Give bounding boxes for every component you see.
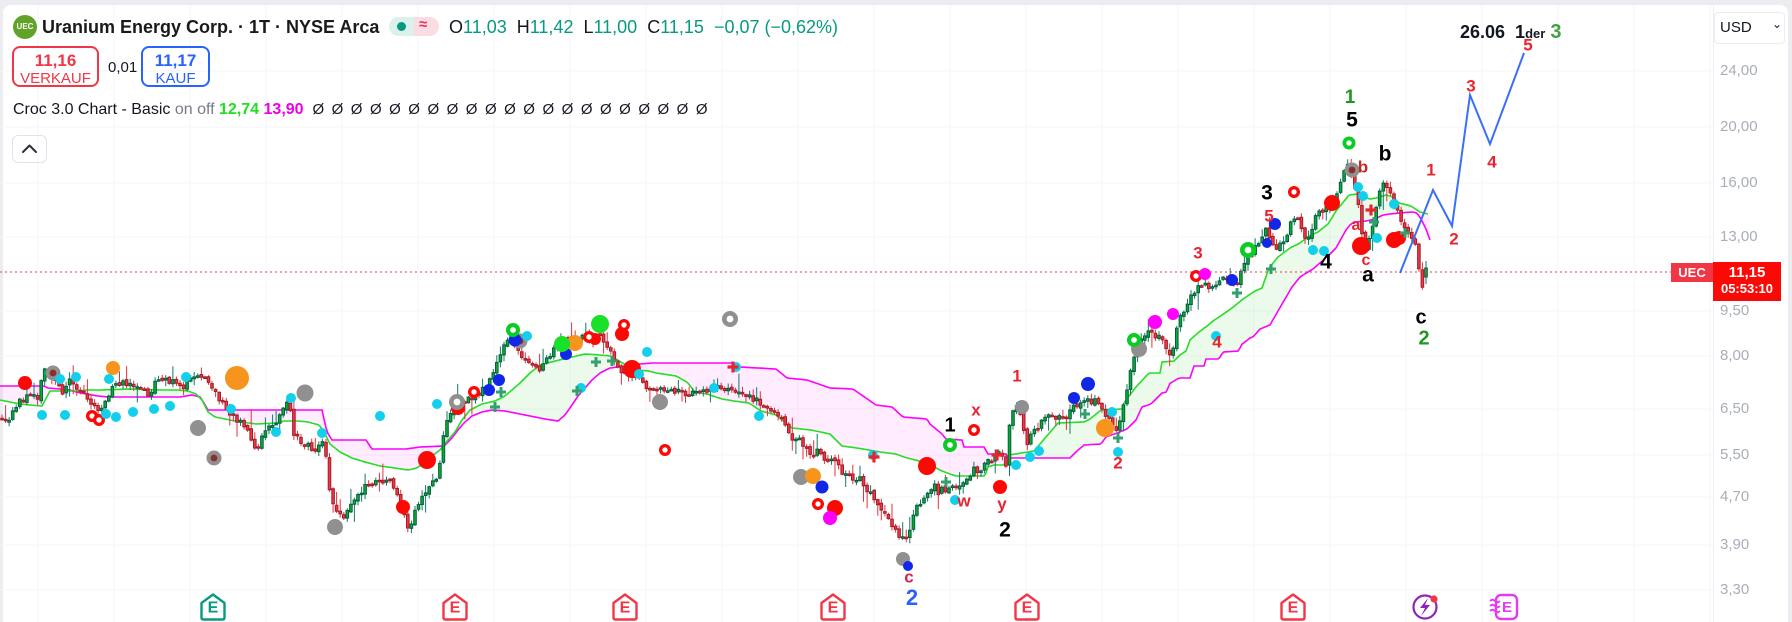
svg-text:b: b bbox=[1379, 143, 1392, 166]
svg-text:a: a bbox=[1362, 264, 1374, 287]
svg-text:2: 2 bbox=[1418, 327, 1429, 349]
svg-text:2: 2 bbox=[1113, 453, 1122, 472]
svg-text:E: E bbox=[828, 600, 839, 617]
svg-text:E: E bbox=[620, 600, 631, 617]
svg-text:c: c bbox=[904, 567, 913, 586]
svg-text:a: a bbox=[1352, 217, 1361, 234]
svg-text:5: 5 bbox=[1346, 109, 1358, 132]
svg-text:3: 3 bbox=[1193, 243, 1202, 262]
svg-text:b: b bbox=[1358, 157, 1368, 176]
svg-text:E: E bbox=[450, 600, 461, 617]
svg-text:1: 1 bbox=[944, 414, 955, 436]
svg-text:w: w bbox=[956, 491, 971, 510]
svg-text:c: c bbox=[1415, 306, 1426, 328]
svg-text:3: 3 bbox=[1466, 76, 1475, 95]
svg-text:4: 4 bbox=[1487, 152, 1497, 171]
svg-text:3: 3 bbox=[1261, 182, 1273, 205]
svg-text:c: c bbox=[1362, 252, 1371, 269]
svg-text:1: 1 bbox=[1426, 160, 1435, 179]
svg-text:E: E bbox=[1502, 599, 1512, 616]
svg-text:y: y bbox=[997, 494, 1007, 513]
svg-text:2: 2 bbox=[906, 585, 918, 610]
svg-text:1: 1 bbox=[1345, 87, 1356, 108]
svg-text:E: E bbox=[208, 600, 219, 617]
svg-text:E: E bbox=[1288, 600, 1299, 617]
svg-text:5: 5 bbox=[1523, 35, 1532, 54]
svg-text:4: 4 bbox=[1212, 332, 1222, 351]
svg-text:5: 5 bbox=[1264, 206, 1273, 225]
svg-text:E: E bbox=[1022, 600, 1033, 617]
svg-text:4: 4 bbox=[1320, 251, 1332, 274]
svg-text:x: x bbox=[971, 400, 981, 419]
svg-text:2: 2 bbox=[1449, 229, 1458, 248]
svg-text:2: 2 bbox=[999, 519, 1011, 542]
svg-text:1: 1 bbox=[1012, 366, 1021, 385]
